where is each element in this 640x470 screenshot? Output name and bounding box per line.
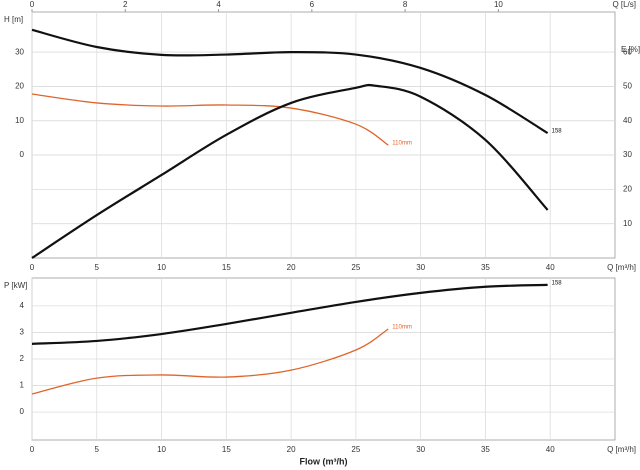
y2-tick-label: 20: [623, 184, 632, 193]
x-tick-label: 40: [546, 445, 555, 454]
x2-tick-label: 2: [123, 0, 128, 9]
series-label: 158: [552, 280, 563, 286]
x-tick-label: 25: [351, 263, 360, 272]
x-tick-label: 15: [222, 263, 231, 272]
y-tick-label: 30: [15, 47, 24, 56]
plot-frame: [31, 11, 616, 259]
y-axis-label: H [m]: [4, 15, 23, 24]
series-line: [31, 283, 548, 345]
y2-tick-label: 30: [623, 150, 632, 159]
y-tick-label: 2: [20, 354, 25, 363]
y2-axis-label: E [%]: [621, 45, 640, 54]
y2-tick-label: 10: [623, 219, 632, 228]
x-tick-label: 30: [416, 263, 425, 272]
series-line: [31, 83, 549, 259]
y-tick-label: 1: [20, 381, 25, 390]
series-line: [31, 93, 389, 146]
x2-tick-label: 0: [30, 0, 35, 9]
x2-tick-label: 8: [403, 0, 408, 9]
x-tick-label: 5: [95, 445, 100, 454]
y-tick-label: 20: [15, 82, 24, 91]
x-tick-label: 10: [157, 445, 166, 454]
x-tick-label: 0: [30, 263, 35, 272]
y2-tick-label: 50: [623, 82, 632, 91]
y2-tick-label: 60: [623, 47, 632, 56]
x2-tick-label: 10: [494, 0, 503, 9]
series-label: 110mm: [392, 325, 412, 331]
x-tick-label: 20: [287, 445, 296, 454]
x-tick-label: 40: [546, 263, 555, 272]
y-tick-label: 0: [20, 150, 25, 159]
x2-tick-label: 6: [310, 0, 315, 9]
y-tick-label: 0: [20, 407, 25, 416]
series-label: 158: [552, 129, 563, 135]
x-axis-title: Flow (m³/h): [300, 456, 348, 466]
x-tick-label: 35: [481, 445, 490, 454]
series-line: [31, 328, 389, 395]
x-axis-label: Q [m³/h]: [607, 263, 636, 272]
y2-tick-label: 40: [623, 116, 632, 125]
x-tick-label: 20: [287, 263, 296, 272]
y-axis-label: P [kW]: [4, 281, 27, 290]
x-tick-label: 10: [157, 263, 166, 272]
x-tick-label: 5: [95, 263, 100, 272]
series-line: [31, 28, 549, 135]
x-tick-label: 25: [351, 445, 360, 454]
y-tick-label: 4: [20, 301, 25, 310]
x2-axis-label: Q [L/s]: [612, 0, 636, 9]
x2-tick-label: 4: [216, 0, 221, 9]
y-tick-label: 10: [15, 116, 24, 125]
x-axis-label: Q [m³/h]: [607, 445, 636, 454]
x-tick-label: 35: [481, 263, 490, 272]
series-label: 110mm: [392, 141, 412, 147]
y-tick-label: 3: [20, 328, 25, 337]
x-tick-label: 0: [30, 445, 35, 454]
x-tick-label: 15: [222, 445, 231, 454]
x-tick-label: 30: [416, 445, 425, 454]
